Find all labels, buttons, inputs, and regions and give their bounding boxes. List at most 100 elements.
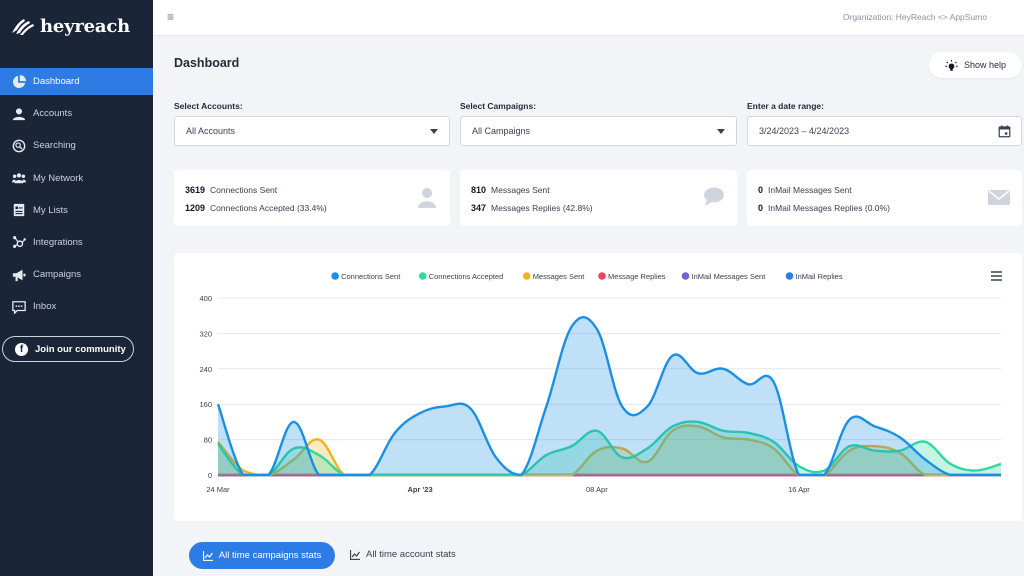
stat-label: Messages Replies (42.8%) xyxy=(491,203,593,213)
series-area-connections-accepted xyxy=(218,421,1001,475)
chat-icon xyxy=(12,300,26,314)
sidebar-item-label: My Lists xyxy=(33,204,68,216)
stat-value: 1209 xyxy=(185,203,206,213)
messages-stats-card: 810 Messages Sent 347 Messages Replies (42… xyxy=(460,170,737,226)
series-area-messages-sent xyxy=(218,425,1001,475)
legend-marker-inmail-replies xyxy=(785,272,794,280)
user-icon xyxy=(418,188,436,208)
campaigns-select[interactable]: All Campaigns xyxy=(460,116,737,146)
chart-menu-icon[interactable] xyxy=(991,271,1002,281)
sidebar-item-my-lists[interactable]: My Lists xyxy=(0,197,153,224)
y-tick-label: 240 xyxy=(199,365,212,374)
join-community-label: Join our community xyxy=(35,343,126,355)
series-area-connections-sent xyxy=(218,317,1001,475)
stat-value: 347 xyxy=(471,203,487,213)
lightbulb-icon xyxy=(945,59,958,71)
sidebar-item-label: My Network xyxy=(33,172,84,184)
accounts-filter-label: Select Accounts: xyxy=(174,101,243,111)
line-chart-icon xyxy=(202,550,213,561)
search-icon xyxy=(12,139,26,153)
stat-label: InMail Messages Sent xyxy=(768,185,852,195)
legend-label-messages-sent: Messages Sent xyxy=(533,272,586,281)
show-help-button[interactable]: Show help xyxy=(929,52,1022,78)
legend-label-connections-sent: Connections Sent xyxy=(341,272,401,281)
legend-label-inmail-messages-sent: InMail Messages Sent xyxy=(692,272,767,281)
legend-marker-connections-sent xyxy=(331,272,339,280)
inmail-replies-stat: 0 InMail Messages Replies (0.0%) xyxy=(758,203,890,213)
envelope-icon xyxy=(988,190,1010,205)
legend-label-inmail-replies: InMail Replies xyxy=(796,272,843,281)
sidebar-item-inbox[interactable]: Inbox xyxy=(0,293,153,320)
x-tick-label: 08 Apr xyxy=(586,485,608,494)
x-tick-label: 24 Mar xyxy=(206,485,230,494)
y-tick-label: 160 xyxy=(199,400,212,409)
x-tick-label: 16 Apr xyxy=(788,485,810,494)
legend-marker-connections-accepted xyxy=(418,272,427,280)
y-tick-label: 0 xyxy=(208,471,212,480)
tab-label: All time campaigns stats xyxy=(218,550,322,561)
y-tick-label: 400 xyxy=(199,294,212,303)
messages-replies-stat: 347 Messages Replies (42.8%) xyxy=(471,203,593,213)
tab-all-time-campaigns-stats[interactable]: All time campaigns stats xyxy=(189,542,335,569)
sidebar-item-label: Accounts xyxy=(33,108,73,120)
megaphone-icon xyxy=(12,268,26,282)
accounts-select[interactable]: All Accounts xyxy=(174,116,450,146)
sidebar-item-label: Campaigns xyxy=(33,269,82,281)
sidebar-nav: Dashboard Accounts Searching My Network … xyxy=(0,68,153,326)
stat-value: 3619 xyxy=(185,185,206,195)
line-chart-icon xyxy=(350,549,360,560)
legend-label-connections-accepted: Connections Accepted xyxy=(429,272,504,281)
inmail-sent-stat: 0 InMail Messages Sent xyxy=(758,185,852,195)
chevron-down-icon xyxy=(430,129,438,134)
connections-accepted-stat: 1209 Connections Accepted (33.4%) xyxy=(185,203,327,213)
chart-x-axis: 24 Mar Apr '23 08 Apr 16 Apr xyxy=(206,485,810,494)
app-logo-text: heyreach xyxy=(40,15,131,37)
topbar: ≡ Organization: HeyReach <> AppSumo xyxy=(153,0,1024,36)
accounts-select-value: All Accounts xyxy=(186,126,236,136)
sidebar-item-label: Dashboard xyxy=(33,76,80,87)
menu-toggle-icon[interactable]: ≡ xyxy=(167,10,175,24)
y-tick-label: 80 xyxy=(204,436,212,445)
stat-value: 0 xyxy=(758,185,764,195)
stat-value: 0 xyxy=(758,203,764,213)
legend-label-message-replies: Message Replies xyxy=(608,272,666,281)
tab-all-time-account-stats[interactable]: All time account stats xyxy=(350,549,456,560)
campaigns-select-value: All Campaigns xyxy=(472,126,531,136)
chart-areas xyxy=(216,316,1002,477)
connections-sent-stat: 3619 Connections Sent xyxy=(185,185,277,195)
sidebar: heyreach Dashboard Accounts Searching My… xyxy=(0,0,153,576)
chart-legend: Connections Sent Connections Accepted Mess… xyxy=(331,272,843,281)
show-help-label: Show help xyxy=(963,60,1007,70)
date-range-input[interactable]: 3/24/2023 – 4/24/2023 xyxy=(747,116,1022,146)
join-community-button[interactable]: f Join our community xyxy=(2,336,134,362)
connections-stats-card: 3619 Connections Sent 1209 Connections Acc… xyxy=(174,170,450,226)
sidebar-item-searching[interactable]: Searching xyxy=(0,132,153,159)
legend-marker-message-replies xyxy=(598,272,606,280)
sidebar-item-my-network[interactable]: My Network xyxy=(0,165,153,192)
sidebar-item-integrations[interactable]: Integrations xyxy=(0,229,153,256)
inmail-stats-card: 0 InMail Messages Sent 0 InMail Messages R… xyxy=(747,170,1022,226)
hand-logo-icon xyxy=(12,19,34,35)
sidebar-item-accounts[interactable]: Accounts xyxy=(0,100,153,127)
series-line-connections-sent xyxy=(216,316,1001,477)
hub-icon xyxy=(12,235,26,249)
sidebar-item-campaigns[interactable]: Campaigns xyxy=(0,261,153,288)
app-logo[interactable]: heyreach xyxy=(10,12,130,40)
messages-sent-stat: 810 Messages Sent xyxy=(471,185,550,195)
y-tick-label: 320 xyxy=(199,329,212,338)
speech-bubble-icon xyxy=(704,187,724,206)
date-range-value: 3/24/2023 – 4/24/2023 xyxy=(759,126,850,136)
pie-chart-icon xyxy=(12,74,26,89)
list-icon xyxy=(12,203,26,217)
sidebar-item-label: Searching xyxy=(33,140,76,152)
tab-label: All time account stats xyxy=(366,549,456,560)
organization-label: Organization: HeyReach <> AppSumo xyxy=(842,12,987,22)
page-title: Dashboard xyxy=(174,56,240,70)
sidebar-item-label: Inbox xyxy=(33,301,57,313)
users-icon xyxy=(12,171,26,185)
chevron-down-icon xyxy=(717,129,725,134)
calendar-icon[interactable] xyxy=(998,125,1011,138)
legend-marker-inmail-messages-sent xyxy=(681,272,690,280)
sidebar-item-dashboard[interactable]: Dashboard xyxy=(0,68,153,95)
stat-label: InMail Messages Replies (0.0%) xyxy=(768,203,890,213)
